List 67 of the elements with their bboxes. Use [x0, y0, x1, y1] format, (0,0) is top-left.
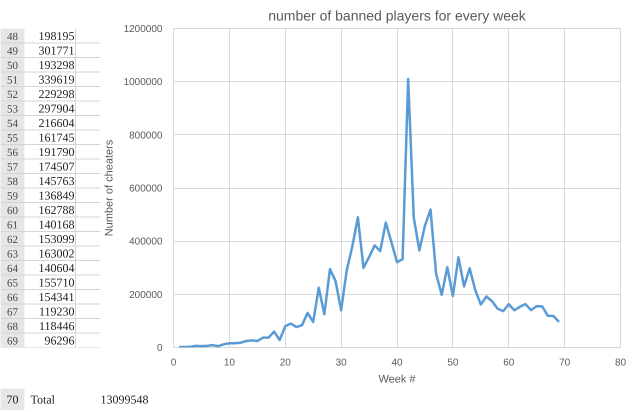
x-tick-label: 70	[559, 358, 571, 368]
y-tick-label: 0	[156, 343, 163, 354]
text: 161745	[38, 130, 74, 144]
text: 162788	[38, 202, 74, 217]
x-tick-label: 40	[391, 358, 403, 368]
text: 67	[7, 306, 18, 318]
text: 52	[7, 88, 18, 101]
x-tick-label: 50	[447, 358, 459, 368]
text: 174507	[38, 159, 74, 174]
text: 55	[7, 132, 18, 144]
text: 62	[7, 234, 18, 246]
text: 193298	[38, 58, 74, 72]
text: 56	[7, 146, 18, 159]
text: 60	[7, 204, 18, 217]
y-tick-label: 1000000	[124, 77, 163, 88]
chart-title: number of banned players for every week	[268, 8, 527, 24]
text: 198195	[38, 28, 74, 43]
x-tick-label: 60	[503, 358, 515, 368]
text: 48	[7, 30, 18, 43]
text: 58	[7, 176, 18, 188]
x-tick-label: 0	[170, 358, 177, 368]
text: 64	[7, 262, 18, 275]
text: 51	[7, 74, 18, 86]
y-axis-title: Number of cheaters	[104, 139, 116, 236]
y-tick-label: 600000	[129, 184, 163, 194]
text: 50	[7, 60, 18, 72]
x-tick-label: 20	[280, 358, 292, 368]
text: 140168	[38, 217, 74, 232]
line-series	[178, 78, 560, 348]
x-tick-label: 10	[224, 358, 236, 368]
text: 140604	[38, 260, 74, 275]
x-tick-label: 30	[336, 358, 348, 368]
y-tick-label: 200000	[129, 290, 163, 301]
text: 153099	[38, 232, 74, 246]
text: 63	[7, 248, 18, 260]
text: 68	[7, 320, 18, 333]
text: 191790	[38, 144, 74, 159]
text: 216604	[38, 116, 74, 130]
text: 154341	[38, 290, 74, 304]
text: 145763	[38, 174, 74, 188]
text: 229298	[38, 86, 74, 101]
text: 66	[7, 292, 18, 304]
text: 57	[7, 161, 18, 174]
text: 136849	[38, 188, 74, 202]
text: 297904	[38, 101, 74, 116]
text: 54	[7, 118, 18, 130]
text: 301771	[38, 43, 74, 58]
text: 70	[6, 392, 18, 406]
text: 155710	[38, 275, 74, 290]
y-tick-label: 1200000	[124, 24, 163, 35]
x-tick-label: 80	[614, 358, 626, 368]
text: 119230	[38, 304, 75, 318]
text: 163002	[38, 246, 74, 260]
y-tick-label: 800000	[129, 130, 163, 142]
text: 53	[7, 103, 18, 116]
text: 49	[7, 45, 18, 58]
text: 65	[7, 277, 18, 290]
text: 96296	[44, 333, 74, 348]
text: 13099548	[100, 392, 148, 406]
text: Total	[30, 392, 56, 406]
x-axis-title: Week #	[378, 374, 416, 386]
text: 59	[7, 190, 18, 202]
text: 69	[7, 335, 18, 348]
text: 118446	[38, 318, 75, 333]
y-tick-label: 400000	[129, 236, 163, 248]
text: 61	[7, 219, 18, 232]
text: 339619	[38, 72, 74, 86]
